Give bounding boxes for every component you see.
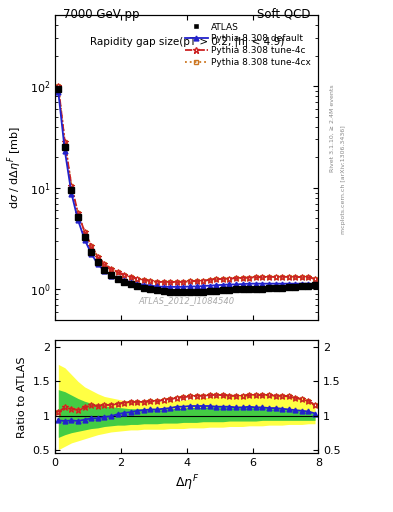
ATLAS bbox=[161, 288, 166, 294]
X-axis label: $\Delta\eta^F$: $\Delta\eta^F$ bbox=[174, 474, 199, 493]
ATLAS bbox=[286, 284, 291, 290]
ATLAS bbox=[306, 283, 311, 289]
ATLAS bbox=[174, 289, 179, 295]
ATLAS bbox=[115, 276, 120, 282]
ATLAS bbox=[208, 288, 212, 294]
Y-axis label: d$\sigma$ / d$\Delta\eta^F$ [mb]: d$\sigma$ / d$\Delta\eta^F$ [mb] bbox=[6, 126, 24, 209]
ATLAS bbox=[82, 233, 87, 240]
ATLAS bbox=[260, 286, 265, 292]
ATLAS bbox=[102, 267, 107, 273]
ATLAS bbox=[148, 286, 153, 292]
ATLAS bbox=[187, 289, 192, 295]
Y-axis label: Ratio to ATLAS: Ratio to ATLAS bbox=[17, 356, 27, 438]
Line: ATLAS: ATLAS bbox=[55, 86, 318, 295]
ATLAS bbox=[89, 249, 94, 255]
ATLAS bbox=[135, 283, 140, 289]
Text: 7000 GeV pp: 7000 GeV pp bbox=[63, 8, 140, 21]
ATLAS bbox=[56, 86, 61, 92]
Text: Soft QCD: Soft QCD bbox=[257, 8, 310, 21]
Text: ATLAS_2012_I1084540: ATLAS_2012_I1084540 bbox=[139, 296, 235, 305]
ATLAS bbox=[129, 282, 133, 288]
ATLAS bbox=[220, 287, 225, 293]
ATLAS bbox=[299, 283, 304, 289]
ATLAS bbox=[181, 289, 186, 295]
ATLAS bbox=[227, 287, 232, 293]
ATLAS bbox=[194, 289, 199, 295]
ATLAS bbox=[253, 286, 258, 292]
ATLAS bbox=[122, 279, 127, 285]
ATLAS bbox=[247, 286, 252, 292]
ATLAS bbox=[141, 285, 146, 291]
ATLAS bbox=[266, 285, 271, 291]
ATLAS bbox=[214, 288, 219, 294]
ATLAS bbox=[313, 282, 318, 288]
ATLAS bbox=[95, 259, 100, 265]
Text: mcplots.cern.ch [arXiv:1306.3436]: mcplots.cern.ch [arXiv:1306.3436] bbox=[342, 125, 346, 233]
ATLAS bbox=[201, 289, 206, 295]
Text: Rivet 3.1.10, ≥ 2.4M events: Rivet 3.1.10, ≥ 2.4M events bbox=[330, 84, 334, 172]
ATLAS bbox=[108, 272, 113, 279]
ATLAS bbox=[62, 144, 67, 151]
ATLAS bbox=[273, 285, 278, 291]
ATLAS bbox=[155, 287, 160, 293]
ATLAS bbox=[234, 286, 239, 292]
ATLAS bbox=[69, 187, 74, 193]
Legend: ATLAS, Pythia 8.308 default, Pythia 8.308 tune-4c, Pythia 8.308 tune-4cx: ATLAS, Pythia 8.308 default, Pythia 8.30… bbox=[182, 20, 314, 70]
ATLAS bbox=[76, 214, 81, 220]
Text: Rapidity gap size(pT > 0.2, |h| < 4.9): Rapidity gap size(pT > 0.2, |h| < 4.9) bbox=[90, 37, 284, 47]
ATLAS bbox=[168, 289, 173, 295]
ATLAS bbox=[280, 285, 285, 291]
ATLAS bbox=[293, 284, 298, 290]
ATLAS bbox=[240, 286, 245, 292]
